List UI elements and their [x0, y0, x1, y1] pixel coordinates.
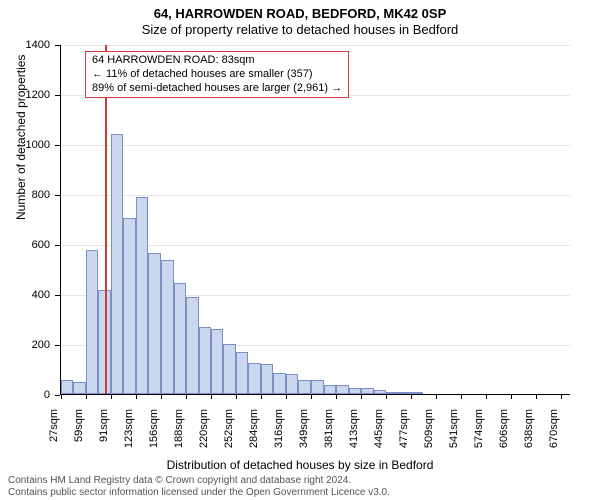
ytick-label: 200 [0, 339, 50, 351]
ytick-mark [55, 395, 60, 396]
xtick-label: 316sqm [273, 409, 285, 469]
bar [349, 388, 361, 394]
xtick-mark [86, 394, 87, 399]
ytick-mark [55, 145, 60, 146]
xtick-label: 606sqm [498, 409, 510, 469]
bar [361, 388, 373, 394]
bar [199, 327, 211, 395]
xtick-label: 477sqm [398, 409, 410, 469]
xtick-mark [236, 394, 237, 399]
bar [223, 344, 235, 394]
xtick-label: 284sqm [248, 409, 260, 469]
bar [148, 253, 160, 394]
xtick-mark [561, 394, 562, 399]
bar [411, 392, 423, 395]
xtick-mark [511, 394, 512, 399]
xtick-label: 220sqm [198, 409, 210, 469]
xtick-mark [436, 394, 437, 399]
xtick-label: 188sqm [173, 409, 185, 469]
xtick-mark [311, 394, 312, 399]
xtick-mark [536, 394, 537, 399]
xtick-label: 91sqm [98, 409, 110, 469]
xtick-mark [411, 394, 412, 399]
bar [86, 250, 98, 394]
bar [123, 218, 135, 394]
ytick-label: 1200 [0, 89, 50, 101]
bar [211, 329, 223, 394]
xtick-label: 509sqm [423, 409, 435, 469]
bar [311, 380, 323, 394]
ytick-mark [55, 345, 60, 346]
ytick-mark [55, 195, 60, 196]
xtick-label: 413sqm [348, 409, 360, 469]
bar [374, 390, 386, 394]
bar [286, 374, 298, 394]
legend-line: 64 HARROWDEN ROAD: 83sqm [92, 54, 342, 68]
xtick-label: 252sqm [223, 409, 235, 469]
bar [174, 283, 186, 394]
legend-box: 64 HARROWDEN ROAD: 83sqm← 11% of detache… [85, 51, 349, 98]
xtick-label: 59sqm [73, 409, 85, 469]
bar [111, 134, 123, 394]
xtick-label: 27sqm [48, 409, 60, 469]
xtick-label: 638sqm [523, 409, 535, 469]
bar [61, 380, 73, 394]
xtick-mark [286, 394, 287, 399]
bar [398, 392, 410, 395]
gridline-h [61, 145, 570, 146]
ytick-label: 600 [0, 239, 50, 251]
gridline-h [61, 45, 570, 46]
page-title-line2: Size of property relative to detached ho… [0, 22, 600, 37]
bar [136, 197, 148, 395]
xtick-mark [136, 394, 137, 399]
ytick-label: 1000 [0, 139, 50, 151]
footer-line1: Contains HM Land Registry data © Crown c… [8, 475, 390, 487]
xtick-mark [261, 394, 262, 399]
xtick-label: 381sqm [323, 409, 335, 469]
ytick-label: 800 [0, 189, 50, 201]
ytick-mark [55, 245, 60, 246]
xtick-mark [386, 394, 387, 399]
xtick-mark [361, 394, 362, 399]
xtick-label: 541sqm [448, 409, 460, 469]
ytick-mark [55, 295, 60, 296]
footer-attribution: Contains HM Land Registry data © Crown c… [8, 475, 390, 498]
xtick-mark [461, 394, 462, 399]
ytick-label: 1400 [0, 39, 50, 51]
xtick-label: 123sqm [123, 409, 135, 469]
ytick-label: 400 [0, 289, 50, 301]
bar [161, 260, 173, 394]
legend-line: ← 11% of detached houses are smaller (35… [92, 68, 342, 82]
bar [324, 385, 336, 394]
ytick-label: 0 [0, 389, 50, 401]
page-title-line1: 64, HARROWDEN ROAD, BEDFORD, MK42 0SP [0, 6, 600, 21]
xtick-mark [111, 394, 112, 399]
bar [261, 364, 273, 394]
xtick-mark [61, 394, 62, 399]
xtick-mark [486, 394, 487, 399]
ytick-mark [55, 45, 60, 46]
bar [248, 363, 260, 394]
xtick-label: 574sqm [473, 409, 485, 469]
xtick-label: 349sqm [298, 409, 310, 469]
bar [298, 380, 310, 394]
bar [336, 385, 348, 394]
xtick-label: 156sqm [148, 409, 160, 469]
xtick-mark [211, 394, 212, 399]
xtick-label: 445sqm [373, 409, 385, 469]
bar [186, 297, 198, 395]
bar [273, 373, 285, 394]
ytick-mark [55, 95, 60, 96]
xtick-mark [186, 394, 187, 399]
xtick-label: 670sqm [548, 409, 560, 469]
xtick-mark [161, 394, 162, 399]
bar [386, 392, 398, 395]
footer-line2: Contains public sector information licen… [8, 487, 390, 499]
bar [73, 382, 85, 395]
legend-line: 89% of semi-detached houses are larger (… [92, 82, 342, 96]
xtick-mark [336, 394, 337, 399]
bar [236, 352, 248, 395]
